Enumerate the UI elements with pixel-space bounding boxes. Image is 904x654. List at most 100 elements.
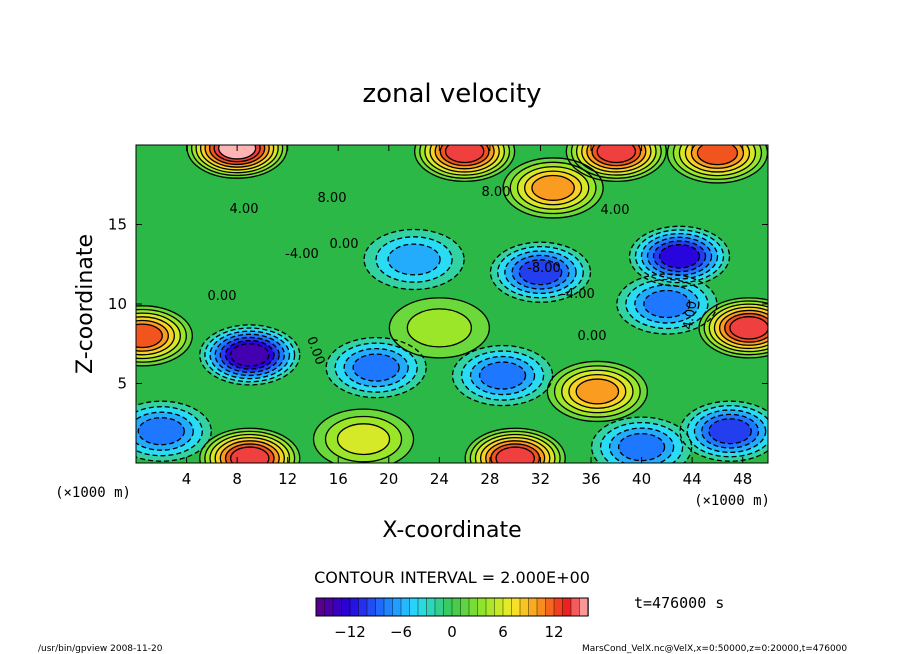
contour-label: 0.00	[330, 237, 359, 252]
contour-line	[553, 365, 641, 418]
contour-line	[608, 427, 675, 463]
footer-left: /usr/bin/gpview 2008-11-20	[38, 644, 163, 654]
colorbar-segment	[519, 597, 530, 617]
contour-line	[199, 145, 275, 171]
time-text: t=476000 s	[634, 594, 724, 612]
field-region	[230, 447, 269, 463]
contour-label: 0.00	[578, 329, 607, 344]
contour-line	[136, 312, 181, 360]
contour-line	[698, 297, 768, 359]
field-region	[136, 324, 163, 348]
colorbar-segment	[443, 597, 453, 617]
contour-line	[219, 440, 280, 463]
x-tick-label: 8	[232, 470, 242, 488]
chart-title: zonal velocity	[362, 79, 541, 109]
contour-line	[718, 309, 768, 346]
contour-line	[204, 145, 270, 168]
contour-line	[565, 145, 667, 183]
contour-line	[469, 355, 536, 396]
contour-line	[387, 243, 441, 276]
contour-line	[575, 145, 657, 176]
colorbar-segment	[460, 597, 470, 617]
colorbar-segment	[349, 597, 360, 617]
contour-line	[229, 446, 270, 463]
field-region	[708, 418, 752, 444]
contour-line	[701, 413, 760, 449]
y-tick-label: 5	[117, 375, 127, 393]
field-region	[479, 362, 526, 390]
contour-line	[581, 145, 652, 173]
colorbar-segment	[536, 597, 547, 617]
colorbar-segment	[562, 597, 572, 617]
colorbar-segment	[502, 597, 513, 617]
contour-line	[469, 430, 561, 463]
contour-line	[590, 416, 693, 463]
contour-line	[136, 400, 212, 462]
contour-interval-text: CONTOUR INTERVAL = 2.000E+00	[314, 568, 590, 587]
contour-line	[414, 145, 516, 183]
colorbar-segment	[366, 597, 377, 617]
x-axis-unit-right: (×1000 m)	[694, 493, 770, 509]
contour-line	[516, 166, 590, 210]
contour-line	[136, 323, 163, 349]
colorbar-segment	[358, 597, 368, 617]
colorbar-segment	[494, 597, 504, 617]
field-region	[138, 417, 185, 445]
x-axis-label: X-coordinate	[382, 518, 521, 543]
contour-line	[424, 145, 505, 176]
contour-line	[489, 241, 592, 303]
contour-line	[352, 353, 400, 382]
x-tick-label: 36	[581, 470, 600, 488]
contour-line	[693, 409, 767, 454]
contour-line	[666, 145, 768, 184]
colorbar-segment	[545, 597, 555, 617]
x-tick-label: 4	[182, 470, 192, 488]
colorbar-segment	[485, 597, 496, 617]
contour-line	[388, 297, 491, 359]
x-tick-label: 44	[683, 470, 702, 488]
field-region	[445, 145, 484, 163]
colorbar-segment	[400, 597, 411, 617]
colorbar-segment	[332, 597, 343, 617]
contour-line	[204, 430, 296, 463]
field-region	[407, 308, 472, 347]
x-tick-label: 32	[531, 470, 550, 488]
footer-right: MarsCond_VelX.nc@VelX,x=0:50000,z=0:2000…	[582, 644, 847, 654]
contour-line	[599, 421, 684, 463]
field-region	[729, 316, 768, 339]
colorbar-segment	[579, 597, 589, 617]
contour-line	[708, 418, 752, 445]
contour-line	[209, 330, 291, 380]
contour-line	[658, 243, 701, 269]
contour-line	[686, 404, 768, 458]
colorbar-tick-label: −6	[390, 623, 412, 641]
field-region	[337, 423, 390, 455]
field-region	[218, 145, 256, 159]
contour-line	[190, 145, 284, 177]
y-tick-label: 10	[108, 295, 127, 313]
contour-label: 4.00	[230, 202, 259, 217]
field-region	[659, 244, 700, 268]
contour-line	[136, 308, 187, 363]
y-axis-label: Z-coordinate	[73, 234, 98, 374]
y-tick-label: 15	[108, 216, 127, 234]
colorbar	[315, 597, 589, 617]
contour-line	[724, 312, 768, 343]
contour-line	[214, 333, 285, 377]
contour-label: -4.00	[285, 247, 319, 262]
contour-line	[434, 145, 495, 170]
contour-line	[213, 145, 261, 163]
contour-line	[504, 250, 577, 295]
contour-line	[509, 161, 597, 215]
contour-line	[625, 278, 709, 330]
colorbar-segment	[511, 597, 521, 617]
contour-line	[324, 415, 403, 463]
contour-line	[137, 417, 185, 446]
contour-line	[451, 344, 554, 407]
contour-line	[485, 440, 546, 463]
contour-line	[209, 433, 291, 463]
colorbar-segment	[468, 597, 479, 617]
contour-line	[136, 305, 193, 367]
colorbar-segment	[477, 597, 487, 617]
